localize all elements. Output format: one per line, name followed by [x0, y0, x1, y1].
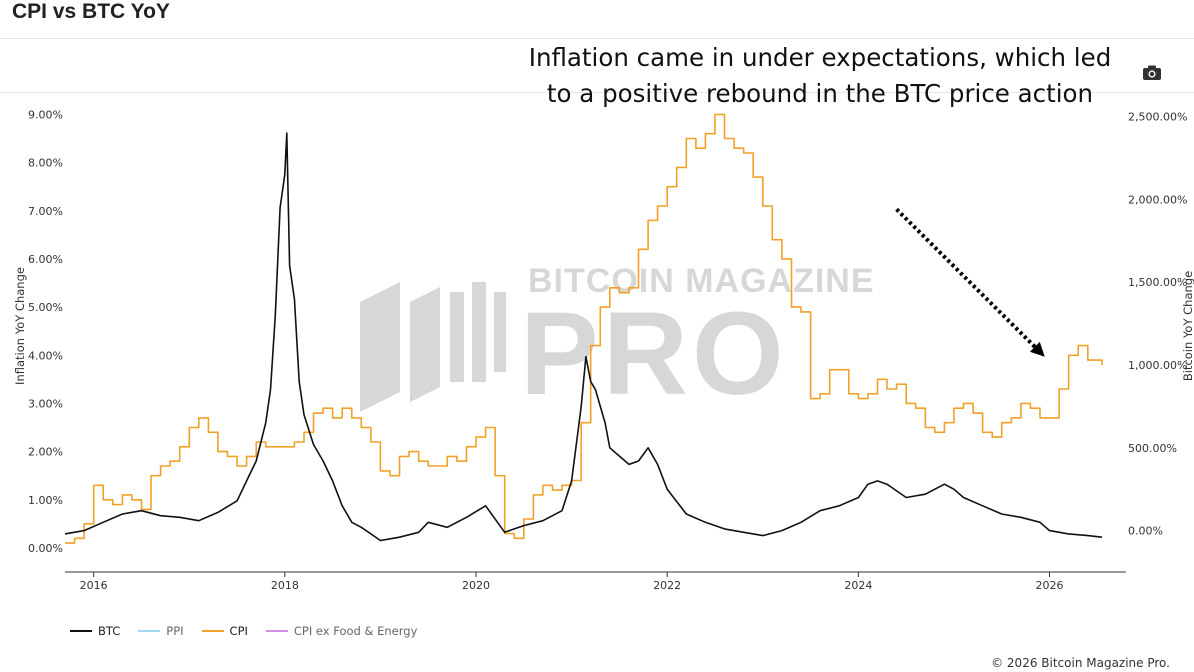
- legend-label: PPI: [166, 624, 184, 638]
- y-right-tick-label: 0.00%: [1128, 525, 1163, 538]
- x-tick-label: 2026: [1036, 579, 1064, 592]
- x-tick-label: 2020: [462, 579, 490, 592]
- legend-item-ppi[interactable]: PPI: [138, 624, 184, 638]
- x-tick-label: 2016: [80, 579, 108, 592]
- chart-legend: BTC PPI CPI CPI ex Food & Energy: [70, 624, 417, 638]
- legend-label: BTC: [98, 624, 121, 638]
- annotation-line-2: to a positive rebound in the BTC price a…: [546, 79, 1094, 108]
- camera-icon[interactable]: [1140, 62, 1164, 84]
- series-line-btc: [64, 132, 1103, 542]
- toolbar-divider: [0, 92, 1194, 93]
- y-left-axis-title: Inflation YoY Change: [13, 267, 27, 385]
- y-left-tick-label: 2.00%: [28, 446, 63, 459]
- legend-swatch: [138, 630, 161, 632]
- legend-swatch: [201, 630, 224, 632]
- legend-label: CPI: [229, 624, 248, 638]
- legend-item-cpi[interactable]: CPI: [201, 624, 248, 638]
- legend-label: CPI ex Food & Energy: [293, 624, 418, 638]
- y-left-tick-label: 0.00%: [28, 542, 63, 555]
- legend-swatch: [70, 630, 92, 632]
- y-right-tick-label: 500.00%: [1128, 442, 1177, 455]
- title-divider: [0, 38, 1194, 39]
- y-left-tick-label: 1.00%: [28, 494, 63, 507]
- y-left-tick-label: 5.00%: [28, 301, 63, 314]
- plot-layer: 2016 2018 2020 2022 2024 2026 0.00% 1.00% 2.00% 3…: [13, 108, 1194, 592]
- y-right-axis-title: Bitcoin YoY Change: [1181, 271, 1194, 381]
- y-right-tick-label: 1,000.00%: [1128, 359, 1187, 372]
- y-left-tick-label: 8.00%: [28, 157, 63, 170]
- y-right-tick-label: 2,000.00%: [1128, 193, 1187, 206]
- x-tick-label: 2018: [271, 579, 299, 592]
- annotation-arrow-shaft: [895, 207, 1037, 349]
- y-left-tick-label: 4.00%: [28, 349, 63, 362]
- legend-item-cpi-ex-food-energy[interactable]: CPI ex Food & Energy: [265, 624, 418, 638]
- y-left-tick-label: 9.00%: [28, 108, 63, 121]
- annotation-arrow-head: [1029, 341, 1045, 357]
- footer-copyright: © 2026 Bitcoin Magazine Pro.: [991, 656, 1170, 670]
- y-left-tick-label: 7.00%: [28, 205, 63, 218]
- x-tick-label: 2024: [844, 579, 872, 592]
- y-left-tick-label: 6.00%: [28, 253, 63, 266]
- legend-item-btc[interactable]: BTC: [70, 624, 120, 638]
- y-right-tick-label: 2,500.00%: [1128, 111, 1187, 124]
- x-tick-label: 2022: [653, 579, 681, 592]
- y-left-tick-label: 3.00%: [28, 397, 63, 410]
- chart-annotation: Inflation came in under expectations, wh…: [520, 40, 1120, 112]
- page-title: CPI vs BTC YoY: [12, 0, 170, 23]
- legend-swatch: [265, 630, 288, 632]
- annotation-line-1: Inflation came in under expectations, wh…: [528, 43, 1112, 72]
- y-right-tick-label: 1,500.00%: [1128, 276, 1187, 289]
- series-line-cpi: [65, 113, 1103, 544]
